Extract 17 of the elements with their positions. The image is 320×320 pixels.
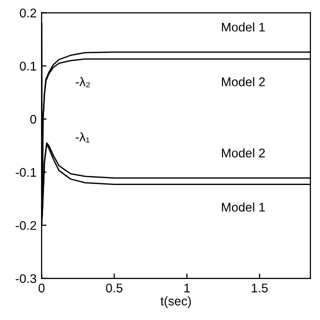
y-tick-label: -0.1 (16, 168, 36, 177)
y-tick-label: -0.3 (16, 274, 36, 284)
annotation: -λ₁ (76, 132, 90, 142)
y-tick-label: 0.1 (20, 62, 36, 71)
x-tick-label: 0 (38, 284, 45, 292)
x-axis-title: t(sec) (160, 296, 191, 308)
series-label: Model 2 (222, 148, 265, 158)
x-tick-label: 1.5 (252, 284, 268, 292)
x-tick-label: 0.5 (106, 284, 122, 292)
annotation: -λ₂ (76, 77, 90, 88)
x-tick-label: 1 (184, 284, 190, 292)
series-label: Model 1 (222, 22, 265, 32)
series-label: Model 1 (222, 202, 265, 212)
y-tick-label: 0 (30, 114, 36, 124)
y-tick-label: -0.2 (16, 221, 36, 230)
series-label: Model 2 (222, 77, 265, 86)
y-tick-label: 0.2 (20, 8, 36, 18)
